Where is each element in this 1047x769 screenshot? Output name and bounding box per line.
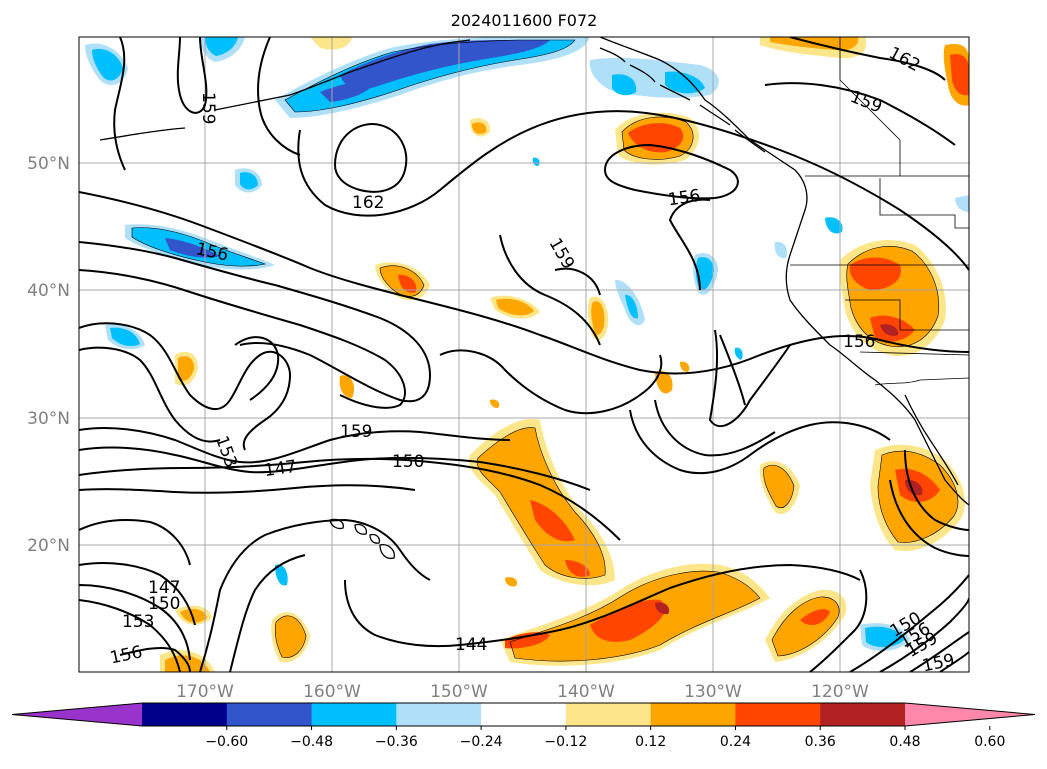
colorbar-tick-label: −0.12 (544, 734, 587, 750)
graticule (79, 37, 969, 672)
shading-outlines (131, 39, 959, 662)
colorbar-tick-label: −0.48 (290, 734, 333, 750)
contour-label: 147 (263, 457, 298, 481)
contour-label: 150 (148, 594, 180, 614)
colorbar-tick-label: 0.12 (635, 734, 666, 750)
contour-label: 156 (843, 332, 875, 352)
map-frame (78, 36, 970, 673)
contour-label: 144 (455, 635, 487, 655)
lon-label: 150°W (430, 682, 488, 702)
lon-label: 130°W (684, 682, 742, 702)
colorbar-segment (565, 703, 652, 726)
colorbar-tick-label: −0.60 (205, 734, 248, 750)
colorbar-segment (396, 703, 482, 726)
colorbar-segment (481, 703, 567, 726)
colorbar-outline (11, 702, 1036, 727)
colorbar-tick-label: 0.60 (974, 734, 1005, 750)
longitude-labels: 170°W 160°W 150°W 140°W 130°W 120°W (176, 682, 869, 702)
coastlines (99, 37, 969, 560)
contour-label: 159 (340, 422, 372, 442)
contour-label: 159 (198, 92, 218, 124)
map-layers: 159 162 159 156 156 159 162 159 153 147 … (79, 37, 969, 676)
colorbar-tick-label: 0.48 (889, 734, 920, 750)
contour-label: 147 (148, 578, 180, 598)
latitude-labels: 50°N 40°N 30°N 20°N (27, 154, 70, 556)
lat-label: 50°N (27, 154, 70, 174)
map-background (79, 37, 969, 672)
contour-label: 156 (667, 186, 702, 210)
colorbar-segment (735, 703, 821, 726)
colorbar-extend-max (905, 703, 1035, 726)
colorbar-segment (311, 703, 397, 726)
lon-label: 170°W (176, 682, 234, 702)
contour-label: 159 (921, 650, 957, 676)
positive-shading (160, 37, 969, 672)
colorbar-tick-label: 0.24 (720, 734, 751, 750)
country-borders (790, 37, 969, 386)
colorbar-segment (820, 703, 906, 726)
height-contours (79, 37, 969, 672)
lon-label: 120°W (811, 682, 869, 702)
colorbar-segment (650, 703, 736, 726)
lat-label: 30°N (27, 409, 70, 429)
colorbar-tick-label: −0.24 (460, 734, 503, 750)
lon-label: 160°W (303, 682, 361, 702)
colorbar-segment (226, 703, 313, 726)
contour-label: 150 (392, 452, 424, 472)
contour-label: 162 (352, 193, 384, 213)
colorbar-tick-label: 0.36 (805, 734, 836, 750)
lat-label: 20°N (27, 536, 70, 556)
colorbar-tick-label: −0.36 (375, 734, 418, 750)
colorbar-segment (142, 703, 228, 726)
contour-label: 153 (122, 612, 154, 632)
lon-label: 140°W (557, 682, 615, 702)
map-title: 2024011600 F072 (451, 11, 598, 30)
colorbar: −0.60 −0.48 −0.36 −0.24 −0.12 0.12 0.24 0.36 0.4… (11, 702, 1036, 750)
colorbar-extend-min (12, 703, 142, 726)
negative-shading (85, 37, 969, 652)
lat-label: 40°N (27, 281, 70, 301)
